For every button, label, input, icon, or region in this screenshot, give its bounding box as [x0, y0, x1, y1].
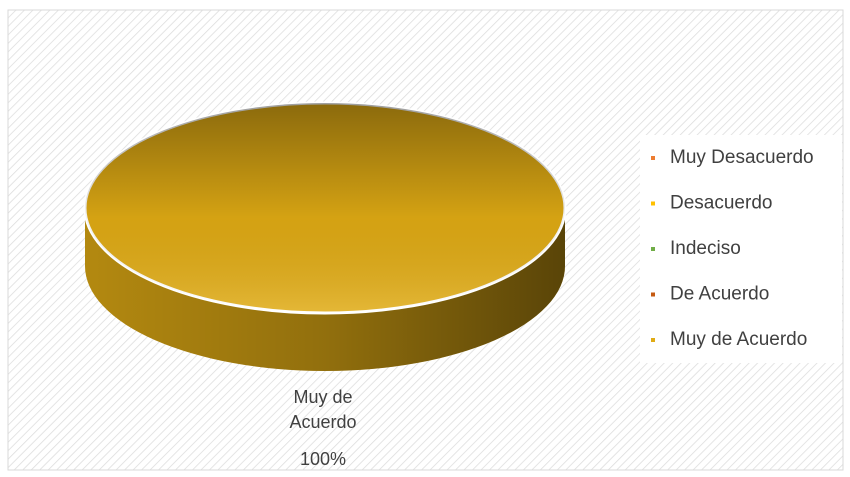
legend-swatch: [651, 292, 655, 297]
legend-label: Muy de Acuerdo: [670, 329, 807, 350]
legend-swatch: [651, 338, 655, 342]
legend-swatch: [651, 201, 655, 206]
data-label-value: 100%: [299, 449, 347, 469]
legend-swatch: [651, 247, 655, 251]
legend-label: De Acuerdo: [670, 284, 769, 305]
legend-box: [640, 135, 842, 363]
legend-label: Desacuerdo: [670, 193, 772, 214]
legend-swatch: [651, 156, 655, 160]
legend-label: Muy Desacuerdo: [670, 147, 814, 168]
data-label-category: Muy de Acuerdo: [289, 387, 357, 432]
legend-label: Indeciso: [670, 238, 741, 259]
slice-side-shade: [85, 208, 565, 371]
slice-shade: [85, 103, 565, 313]
